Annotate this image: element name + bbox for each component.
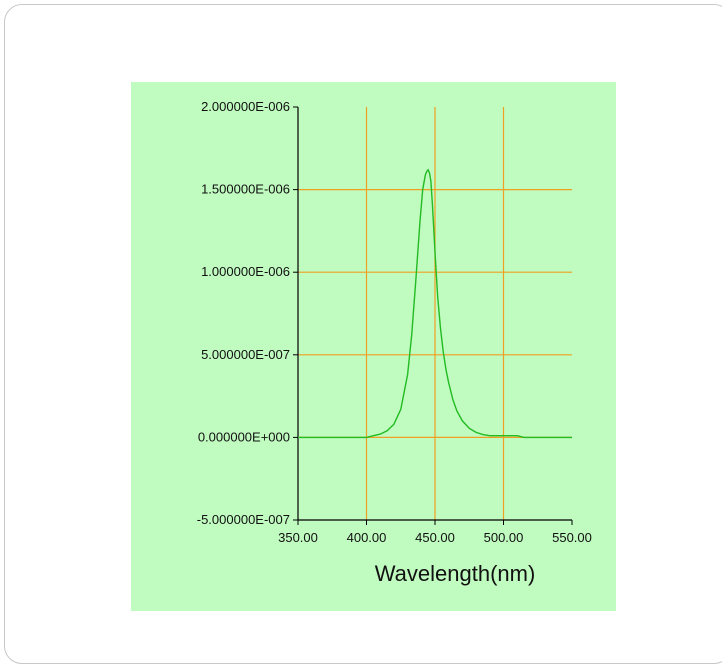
x-axis-title: Wavelength(nm) <box>375 561 536 586</box>
x-tick-label: 500.00 <box>484 530 524 545</box>
chart-panel: -5.000000E-007 0.000000E+000 5.000000E-007… <box>131 82 616 611</box>
x-tick-label: 550.00 <box>552 530 592 545</box>
y-tick-label: 2.000000E-006 <box>201 99 290 114</box>
x-tick-label: 450.00 <box>415 530 455 545</box>
x-tick-label: 350.00 <box>278 530 318 545</box>
series-line <box>298 168 572 439</box>
x-tick-label: 400.00 <box>347 530 387 545</box>
y-tick-label: 5.000000E-007 <box>201 347 290 362</box>
y-tick-label: 1.000000E-006 <box>201 264 290 279</box>
spectrum-chart: -5.000000E-007 0.000000E+000 5.000000E-007… <box>197 99 592 586</box>
y-tick-label: 0.000000E+000 <box>198 429 290 444</box>
y-tick-label: 1.500000E-006 <box>201 182 290 197</box>
y-tick-label: -5.000000E-007 <box>197 512 290 527</box>
